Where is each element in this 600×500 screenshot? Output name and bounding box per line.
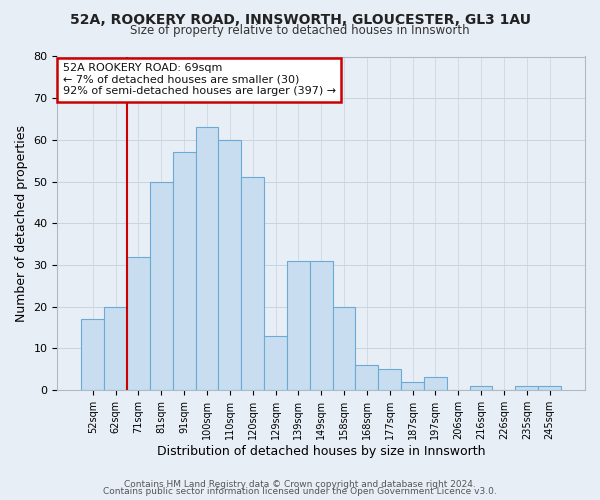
Bar <box>310 260 332 390</box>
X-axis label: Distribution of detached houses by size in Innsworth: Distribution of detached houses by size … <box>157 444 485 458</box>
Bar <box>150 182 173 390</box>
Bar <box>470 386 493 390</box>
Bar <box>538 386 561 390</box>
Bar <box>104 306 127 390</box>
Bar <box>401 382 424 390</box>
Bar <box>173 152 196 390</box>
Bar <box>241 178 264 390</box>
Text: Size of property relative to detached houses in Innsworth: Size of property relative to detached ho… <box>130 24 470 37</box>
Bar <box>424 378 447 390</box>
Bar <box>515 386 538 390</box>
Text: 52A, ROOKERY ROAD, INNSWORTH, GLOUCESTER, GL3 1AU: 52A, ROOKERY ROAD, INNSWORTH, GLOUCESTER… <box>70 12 530 26</box>
Text: Contains HM Land Registry data © Crown copyright and database right 2024.: Contains HM Land Registry data © Crown c… <box>124 480 476 489</box>
Bar <box>218 140 241 390</box>
Bar <box>332 306 355 390</box>
Bar <box>82 319 104 390</box>
Bar <box>196 128 218 390</box>
Bar <box>287 260 310 390</box>
Y-axis label: Number of detached properties: Number of detached properties <box>15 124 28 322</box>
Bar <box>379 369 401 390</box>
Bar <box>355 365 379 390</box>
Text: 52A ROOKERY ROAD: 69sqm
← 7% of detached houses are smaller (30)
92% of semi-det: 52A ROOKERY ROAD: 69sqm ← 7% of detached… <box>62 63 336 96</box>
Text: Contains public sector information licensed under the Open Government Licence v3: Contains public sector information licen… <box>103 488 497 496</box>
Bar <box>127 256 150 390</box>
Bar <box>264 336 287 390</box>
